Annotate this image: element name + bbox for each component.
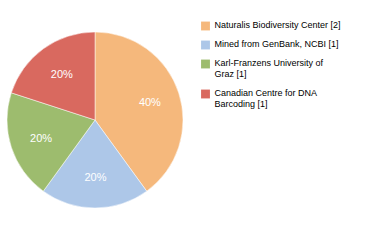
svg-text:Karl-Franzens University ofGra: Karl-Franzens University ofGraz [1]	[215, 58, 324, 79]
svg-text:40%: 40%	[139, 96, 161, 108]
svg-text:Canadian Centre for DNABarcodi: Canadian Centre for DNABarcoding [1]	[215, 88, 318, 109]
svg-text:20%: 20%	[51, 68, 73, 80]
svg-text:20%: 20%	[30, 132, 52, 144]
svg-text:Mined from GenBank, NCBI [1]: Mined from GenBank, NCBI [1]	[215, 39, 339, 49]
svg-text:20%: 20%	[84, 171, 106, 183]
svg-text:Naturalis Biodiversity Center: Naturalis Biodiversity Center [2]	[215, 20, 341, 30]
